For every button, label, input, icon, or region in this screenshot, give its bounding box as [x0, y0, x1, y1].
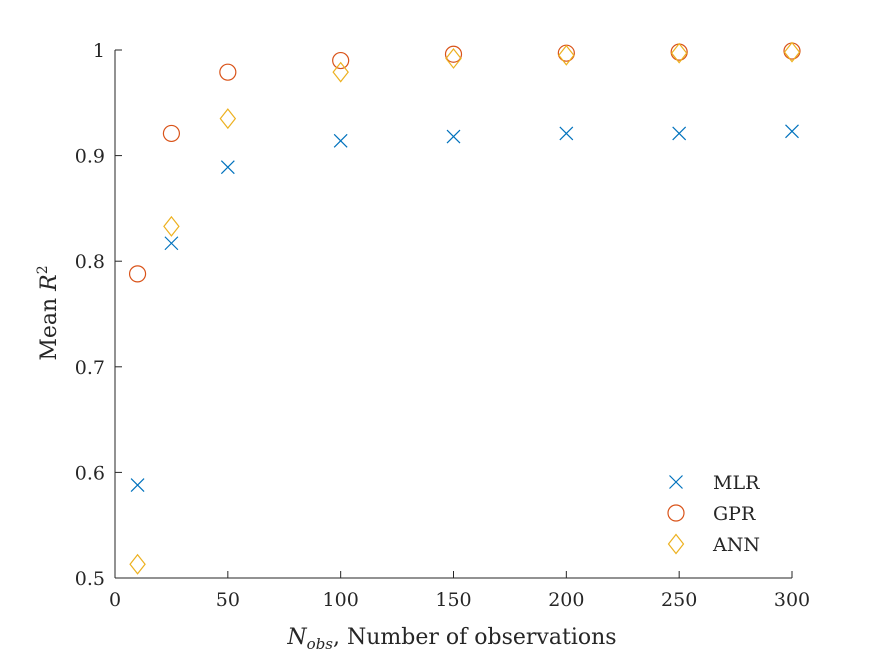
series-ann	[129, 41, 801, 575]
mlr-point	[672, 126, 687, 141]
x-tick-label: 150	[435, 589, 471, 611]
ann-point	[670, 42, 688, 64]
x-tick-label: 300	[774, 589, 810, 611]
gpr-point	[219, 63, 237, 81]
legend-item-gpr: GPR	[667, 503, 756, 525]
x-tick-label: 200	[548, 589, 584, 611]
mlr-point	[559, 126, 574, 141]
gpr-point	[162, 124, 181, 143]
y-tick-label: 0.6	[75, 462, 105, 484]
legend-marker-mlr	[669, 475, 683, 489]
legend-marker-gpr	[667, 504, 685, 522]
legend: MLR GPR ANN	[667, 472, 760, 556]
ann-point	[219, 108, 237, 130]
series-gpr	[128, 42, 801, 283]
x-axis-title: Nobs, Number of observations	[286, 625, 616, 653]
y-tick-label: 0.7	[75, 357, 105, 379]
gpr-point	[332, 51, 350, 70]
data-marks	[128, 41, 801, 575]
gpr-point	[670, 43, 688, 61]
x-tick-label: 0	[109, 589, 121, 611]
gpr-point	[128, 265, 147, 283]
gpr-point	[444, 45, 463, 63]
mlr-point	[220, 160, 235, 175]
ann-point	[129, 553, 146, 575]
x-tick-label: 100	[323, 589, 359, 611]
legend-label: ANN	[712, 534, 760, 556]
legend-item-mlr: MLR	[669, 472, 760, 494]
ann-point	[558, 44, 575, 66]
legend-marker-ann	[667, 533, 685, 555]
legend-label: MLR	[713, 472, 760, 494]
ann-point	[332, 61, 349, 83]
x-tick-label: 50	[216, 589, 240, 611]
y-tick-label: 1	[93, 40, 105, 62]
ann-point	[783, 41, 801, 63]
mlr-point	[446, 129, 461, 144]
y-tick-label: 0.8	[75, 251, 105, 273]
mlr-point	[164, 236, 179, 251]
legend-label: GPR	[713, 503, 756, 525]
ann-point	[163, 215, 180, 237]
gpr-point	[783, 42, 801, 60]
series-mlr	[130, 124, 799, 492]
mlr-point	[130, 478, 145, 492]
legend-item-ann: ANN	[667, 533, 760, 556]
mlr-point	[785, 124, 799, 139]
y-tick-label: 0.5	[75, 568, 105, 590]
y-axis-title: Mean R2	[35, 265, 62, 360]
axes: 0 50 100 150 200 250 300 0.5 0.6 0.7 0.8 0.9 1	[75, 40, 810, 611]
mlr-point	[333, 133, 348, 148]
y-tick-label: 0.9	[75, 146, 105, 168]
ann-point	[445, 47, 462, 69]
x-tick-label: 250	[661, 589, 697, 611]
